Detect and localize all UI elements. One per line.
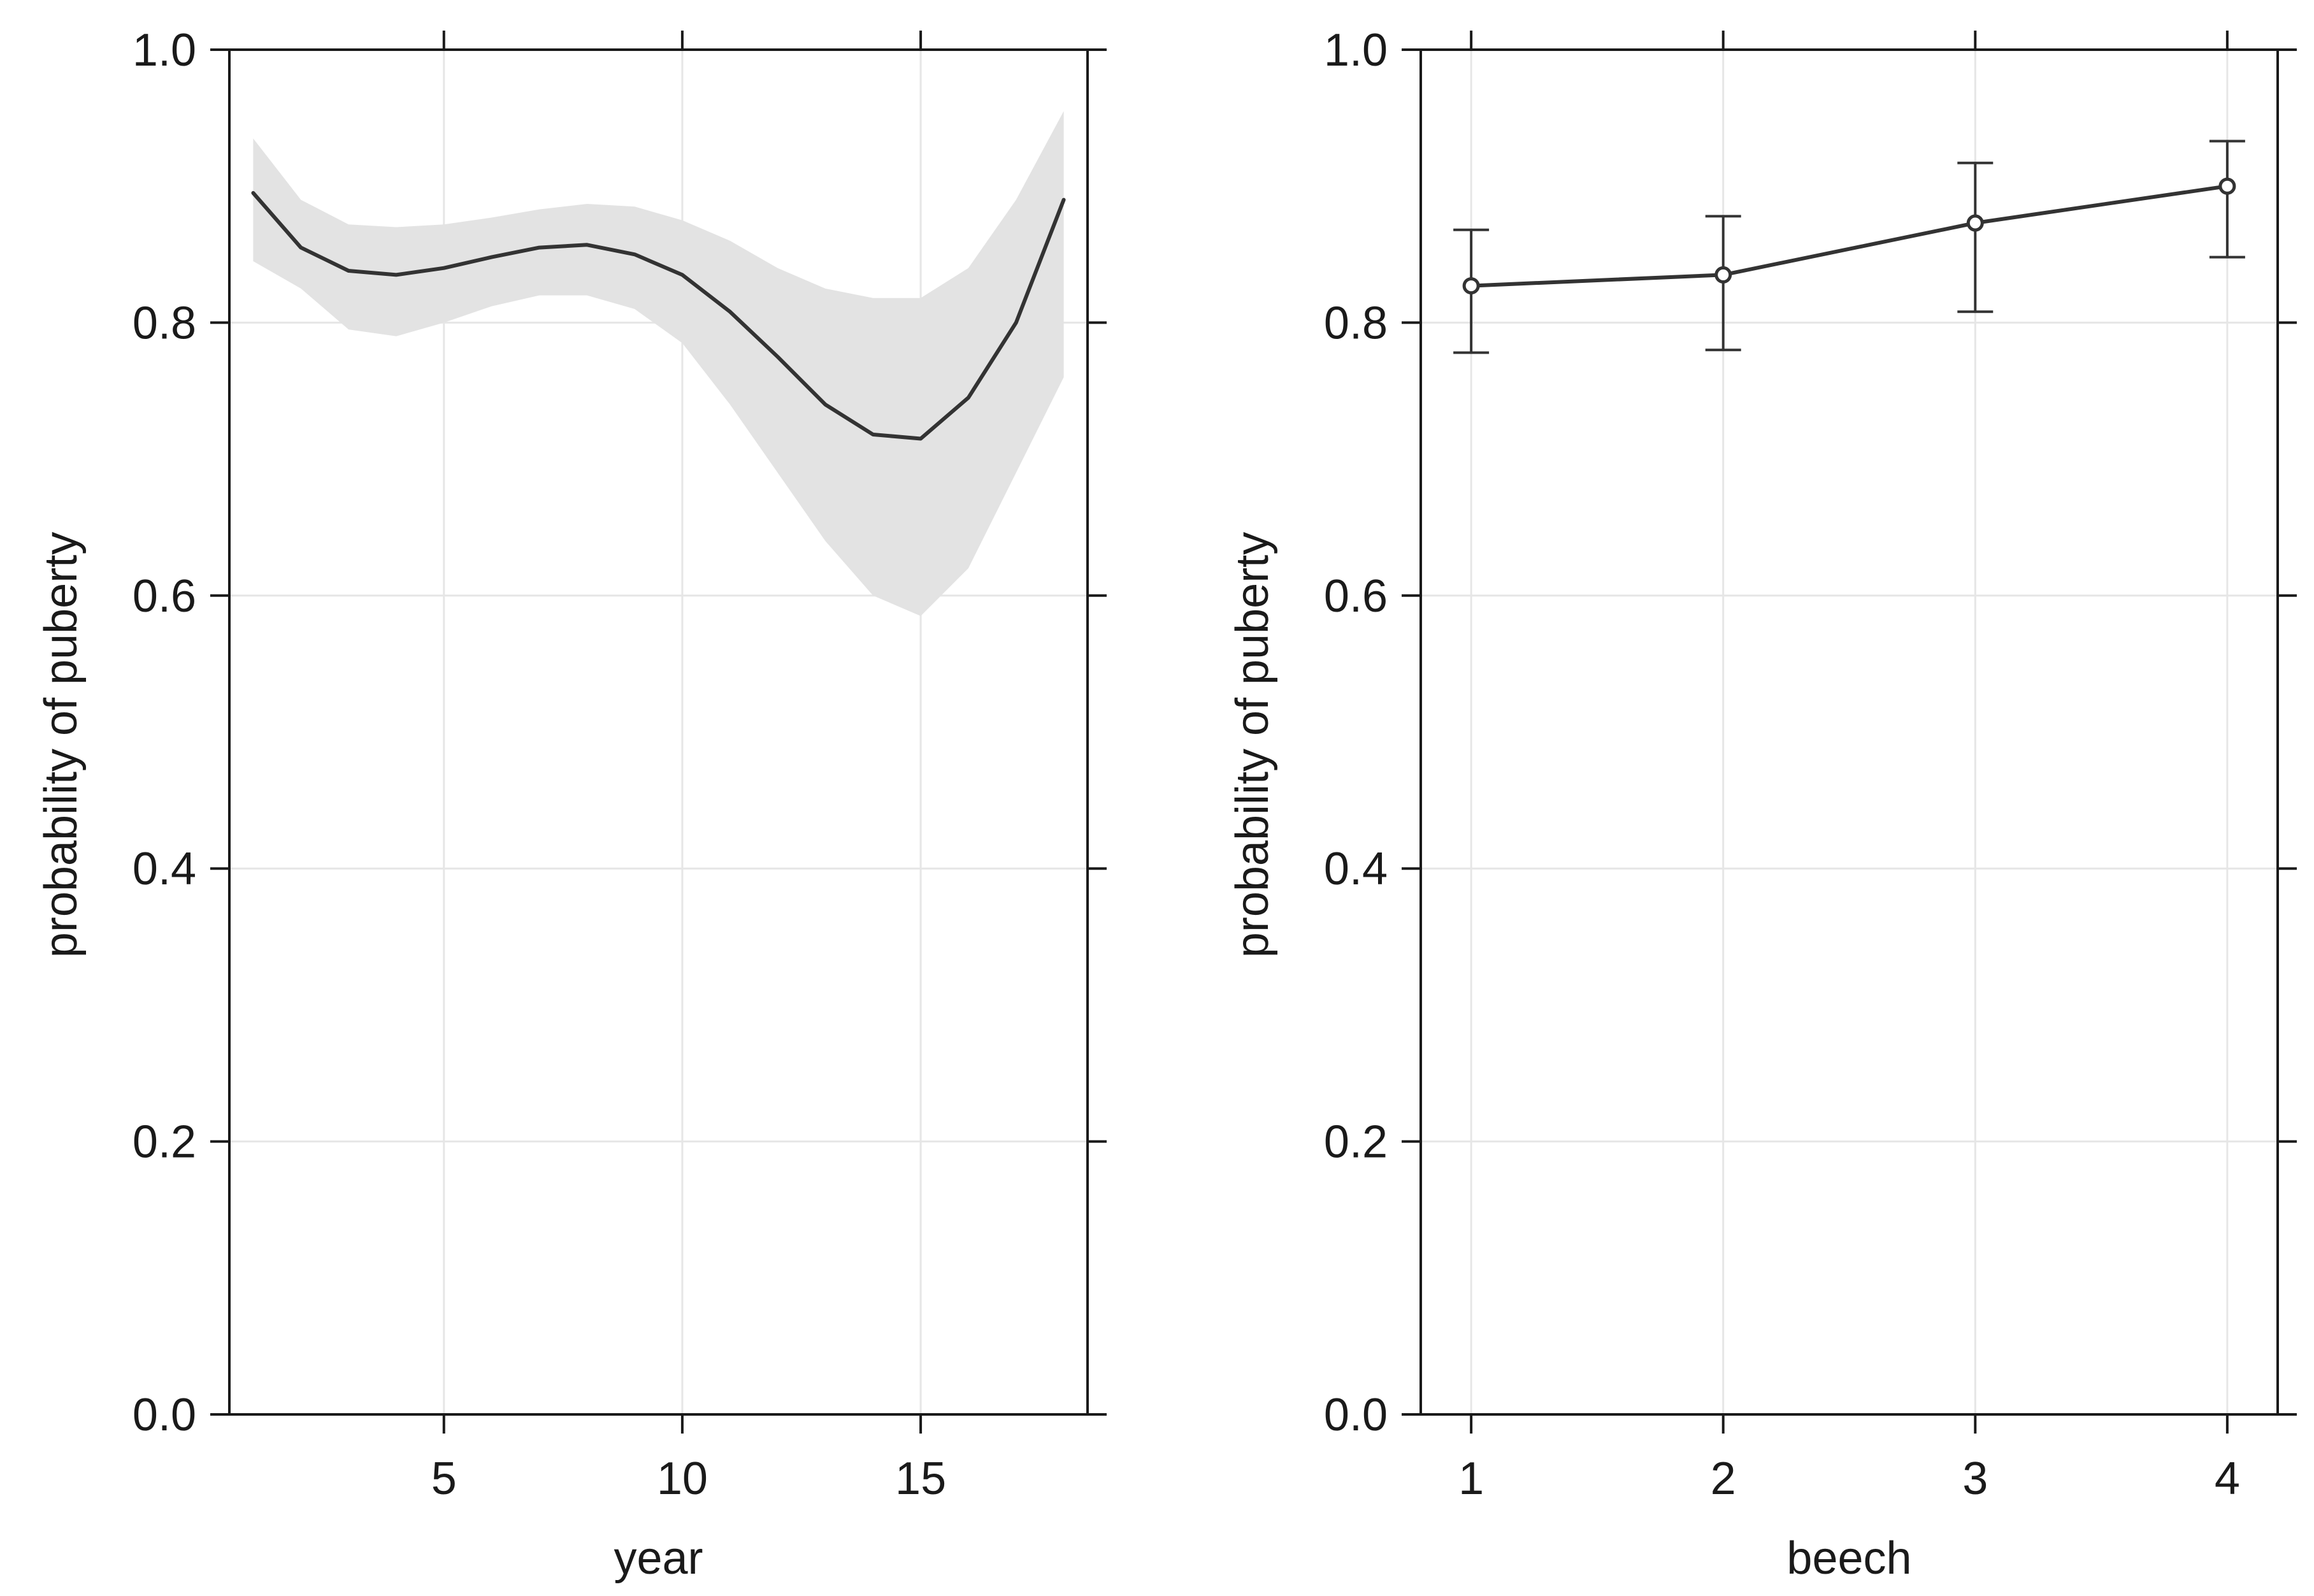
x-tick-label: 3 xyxy=(1962,1453,1988,1504)
y-tick-label: 0.2 xyxy=(133,1117,196,1168)
y-axis-title: probability of puberty xyxy=(1227,532,1278,958)
data-point xyxy=(2218,177,2236,195)
x-tick-label: 2 xyxy=(1711,1453,1736,1504)
y-tick-label: 0.8 xyxy=(1324,298,1388,349)
panel-left: 0.0 0.2 0.4 0.6 0.8 1.0 5 10 15 year probability o… xyxy=(36,25,1107,1584)
y-tick-label: 0.2 xyxy=(1324,1117,1388,1168)
y-tick-label: 0.0 xyxy=(133,1390,196,1441)
y-tick-label: 0.4 xyxy=(133,844,196,895)
data-point xyxy=(1462,277,1480,295)
y-tick-label: 0.6 xyxy=(133,571,196,622)
y-tick-label: 0.6 xyxy=(1324,571,1388,622)
y-tick-label: 1.0 xyxy=(133,25,196,76)
confidence-band xyxy=(253,111,1064,616)
plot-frame xyxy=(1419,48,2279,1416)
data-point xyxy=(1714,266,1732,284)
x-tick-label: 10 xyxy=(657,1453,708,1504)
x-tick-label: 15 xyxy=(895,1453,946,1504)
estimate-line xyxy=(1470,184,2228,288)
panel-right: 0.0 0.2 0.4 0.6 0.8 1.0 1 2 3 4 beech probability o… xyxy=(1227,25,2297,1584)
y-tick-label: 1.0 xyxy=(1324,25,1388,76)
x-axis-title: beech xyxy=(1786,1533,1911,1584)
x-axis-title: year xyxy=(614,1533,703,1584)
data-point xyxy=(1966,214,1984,232)
y-tick-label: 0.0 xyxy=(1324,1390,1388,1441)
y-tick-label: 0.4 xyxy=(1324,844,1388,895)
fitted-line xyxy=(251,191,1066,441)
y-tick-label: 0.8 xyxy=(133,298,196,349)
y-axis-title: probability of puberty xyxy=(36,532,87,958)
x-tick-label: 1 xyxy=(1458,1453,1484,1504)
plot-frame xyxy=(228,48,1089,1416)
x-tick-label: 5 xyxy=(431,1453,457,1504)
x-tick-label: 4 xyxy=(2215,1453,2240,1504)
